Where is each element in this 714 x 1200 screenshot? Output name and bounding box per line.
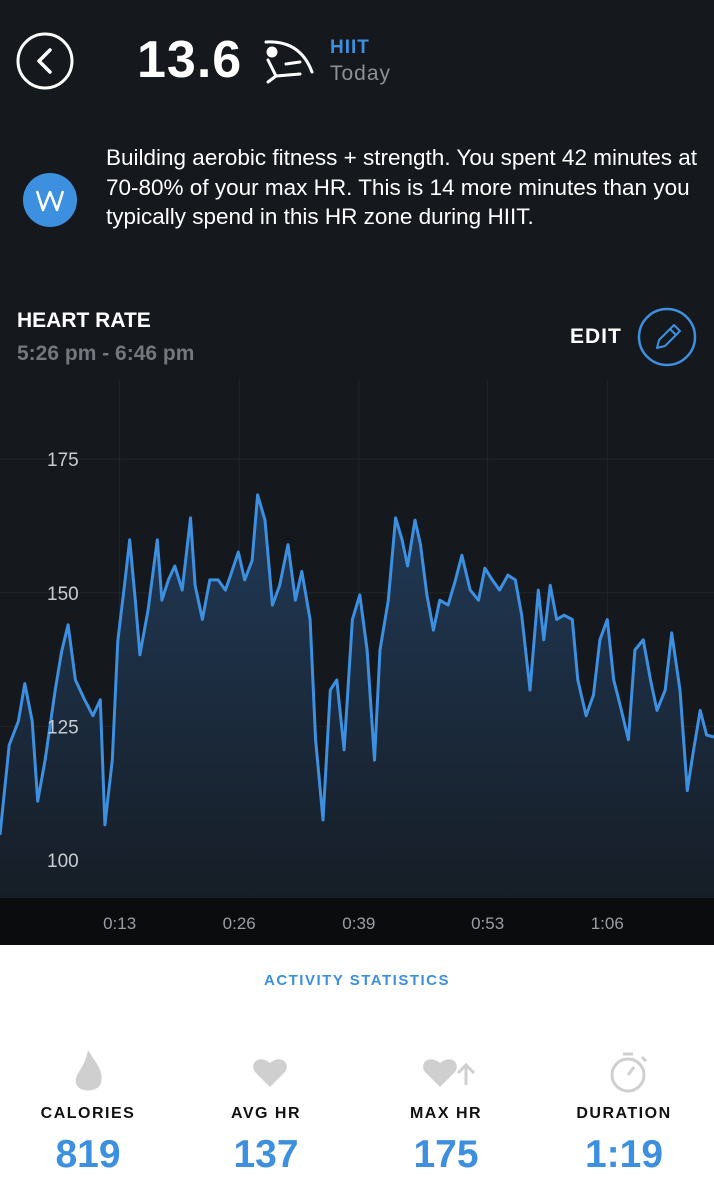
x-axis-strip bbox=[0, 898, 714, 945]
strain-score: 13.6 bbox=[137, 31, 243, 89]
max-heart-icon bbox=[423, 1059, 457, 1087]
activity-name: HIIT bbox=[330, 37, 370, 58]
x-tick-label: 0:26 bbox=[223, 914, 256, 933]
stat-label: DURATION bbox=[576, 1105, 672, 1122]
y-tick-label: 125 bbox=[47, 717, 79, 738]
header-graphics bbox=[16, 32, 697, 367]
edit-button[interactable] bbox=[637, 307, 697, 367]
section-title: HEART RATE bbox=[17, 309, 151, 332]
stat-value: 1:19 bbox=[584, 1133, 664, 1176]
stat-value: 137 bbox=[233, 1133, 299, 1176]
stat-value: 175 bbox=[413, 1133, 479, 1176]
insight-text: Building aerobic fitness + strength. You… bbox=[106, 145, 698, 229]
x-tick-label: 0:53 bbox=[471, 914, 504, 933]
calories-icon bbox=[75, 1050, 102, 1091]
edit-label[interactable]: EDIT bbox=[570, 325, 622, 348]
back-button[interactable] bbox=[16, 32, 74, 90]
y-tick-label: 175 bbox=[47, 450, 79, 471]
x-tick-label: 1:06 bbox=[591, 914, 624, 933]
activity-icon bbox=[264, 40, 314, 84]
stat-label: AVG HR bbox=[230, 1105, 302, 1122]
x-tick-label: 0:39 bbox=[342, 914, 375, 933]
activity-day: Today bbox=[330, 62, 392, 85]
time-range: 5:26 pm - 6:46 pm bbox=[17, 342, 195, 365]
stat-icons bbox=[75, 1050, 648, 1093]
stat-label: MAX HR bbox=[409, 1105, 483, 1122]
stat-value: 819 bbox=[55, 1133, 121, 1176]
stat-label: CALORIES bbox=[40, 1105, 136, 1122]
arrow-icon bbox=[456, 1062, 476, 1085]
heart-icon bbox=[253, 1059, 287, 1087]
stats-panel bbox=[0, 945, 714, 1200]
heart-rate-line bbox=[0, 493, 714, 836]
y-tick-label: 100 bbox=[47, 851, 79, 872]
insight-icon bbox=[23, 173, 77, 227]
stats-title: ACTIVITY STATISTICS bbox=[263, 972, 450, 989]
x-tick-label: 0:13 bbox=[103, 914, 136, 933]
duration-icon bbox=[610, 1052, 648, 1093]
y-tick-label: 150 bbox=[47, 584, 79, 605]
heart-rate-chart: 0:13 0:26 0:39 0:53 1:06 100 125 150 175 bbox=[0, 380, 714, 945]
area-fill bbox=[0, 494, 714, 898]
